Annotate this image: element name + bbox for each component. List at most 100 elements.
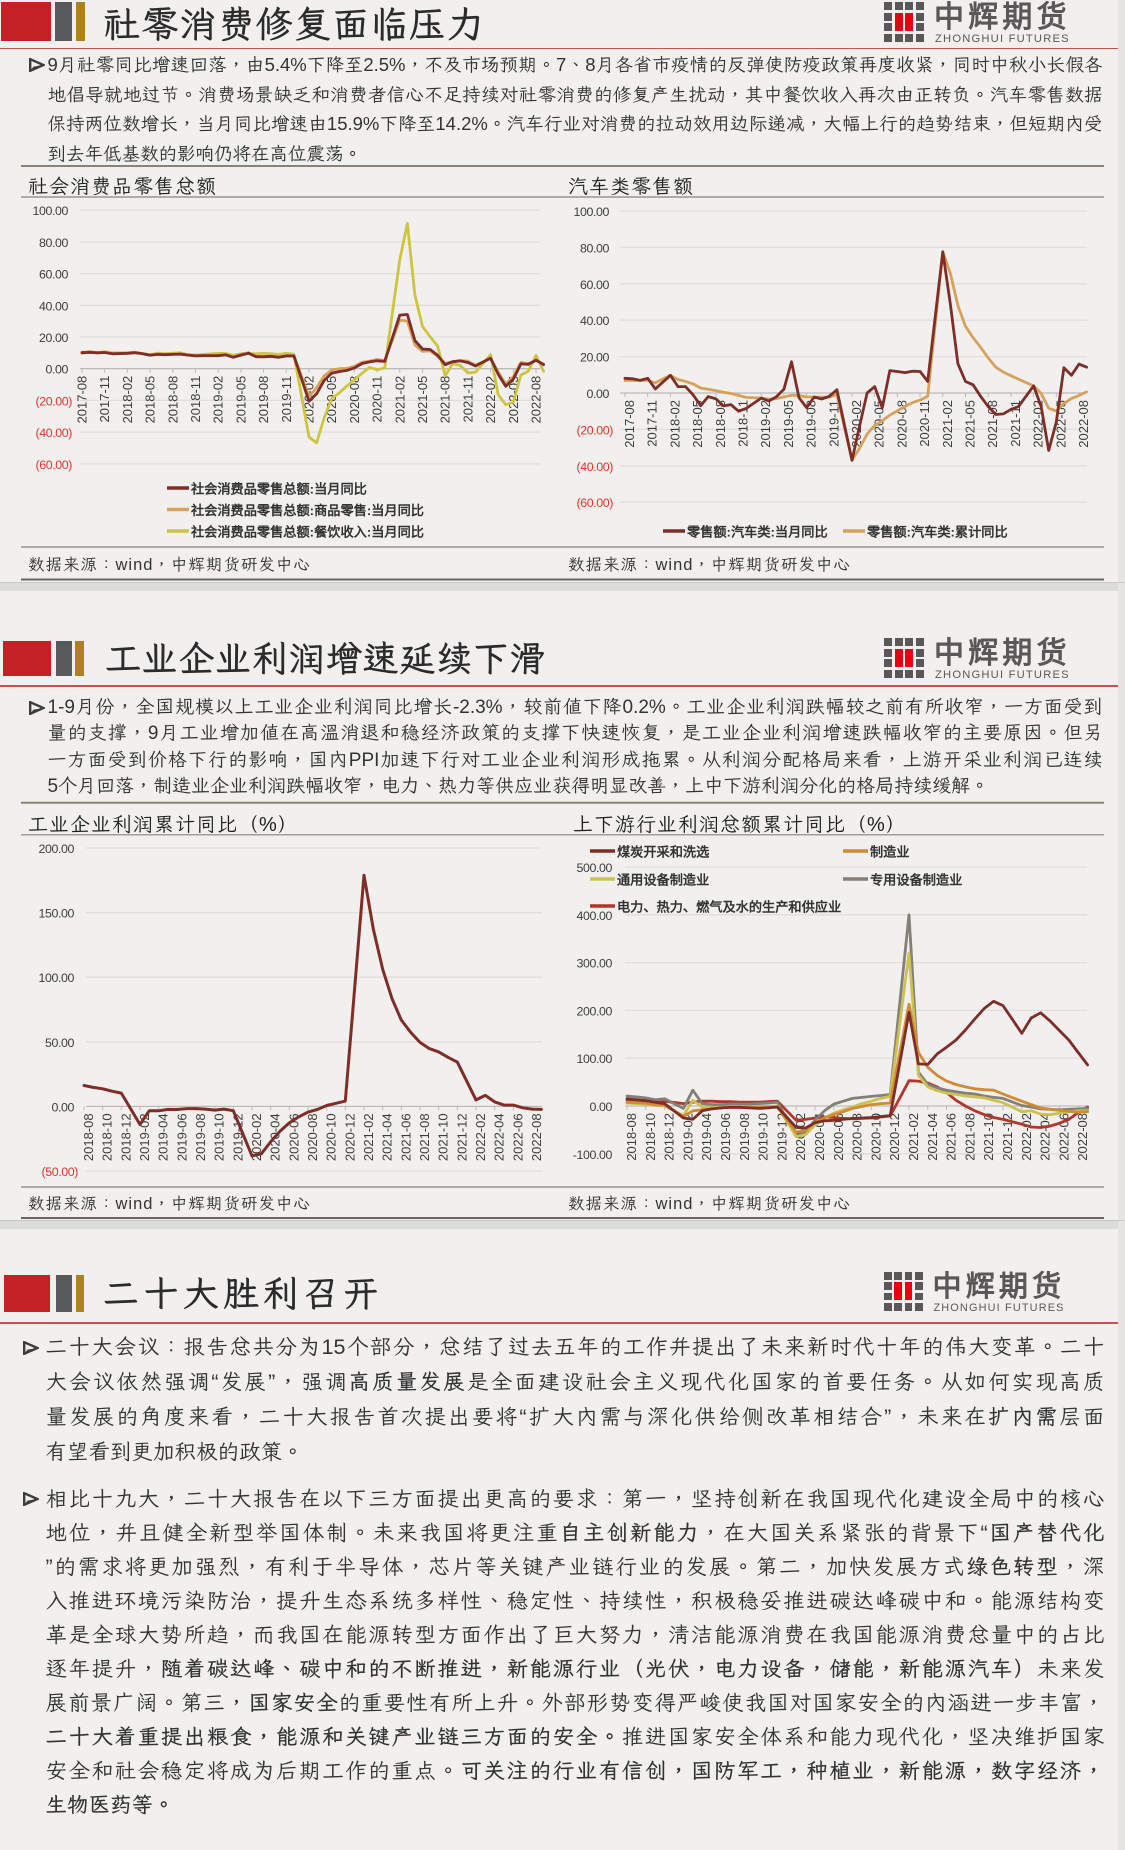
svg-text:200.00: 200.00 <box>577 1004 613 1018</box>
svg-text:60.00: 60.00 <box>580 278 610 292</box>
svg-text:2021-04: 2021-04 <box>380 1113 395 1161</box>
svg-text:2022-04: 2022-04 <box>1038 1113 1053 1161</box>
svg-text:2021-08: 2021-08 <box>962 1113 977 1161</box>
svg-text:2018-10: 2018-10 <box>643 1113 658 1161</box>
svg-text:2021-05: 2021-05 <box>415 376 430 424</box>
svg-text:2021-12: 2021-12 <box>1000 1113 1015 1161</box>
svg-text:2018-11: 2018-11 <box>188 376 203 423</box>
svg-text:2017-11: 2017-11 <box>645 400 660 447</box>
svg-text:0.00: 0.00 <box>586 387 609 401</box>
svg-text:2018-12: 2018-12 <box>662 1113 677 1161</box>
svg-text:2021-08: 2021-08 <box>438 376 453 424</box>
svg-text:2018-12: 2018-12 <box>118 1113 133 1161</box>
svg-text:400.00: 400.00 <box>577 909 613 923</box>
svg-text:80.00: 80.00 <box>39 236 69 250</box>
svg-text:2019-05: 2019-05 <box>233 376 248 424</box>
svg-text:2021-10: 2021-10 <box>981 1113 996 1161</box>
svg-text:2021-08: 2021-08 <box>417 1113 432 1161</box>
svg-text:2022-08: 2022-08 <box>529 1113 544 1161</box>
svg-text:20.00: 20.00 <box>39 331 69 345</box>
svg-text:20.00: 20.00 <box>580 351 610 365</box>
svg-text:2020-11: 2020-11 <box>370 376 385 423</box>
svg-text:2019-12: 2019-12 <box>774 1113 789 1161</box>
svg-text:2020-08: 2020-08 <box>850 1113 865 1161</box>
svg-text:2020-02: 2020-02 <box>849 400 864 448</box>
svg-text:(60.00): (60.00) <box>577 496 614 510</box>
svg-text:100.00: 100.00 <box>39 971 75 985</box>
svg-text:2021-05: 2021-05 <box>963 400 978 448</box>
svg-text:2018-05: 2018-05 <box>143 376 158 424</box>
svg-text:2022-08: 2022-08 <box>1075 1113 1090 1161</box>
svg-text:2021-06: 2021-06 <box>398 1113 413 1161</box>
svg-text:2019-08: 2019-08 <box>804 400 819 448</box>
svg-text:2021-11: 2021-11 <box>1008 400 1023 447</box>
svg-text:2018-10: 2018-10 <box>100 1113 115 1161</box>
svg-text:2019-11: 2019-11 <box>826 400 841 447</box>
svg-text:2022-02: 2022-02 <box>1019 1113 1034 1161</box>
svg-text:2018-02: 2018-02 <box>120 376 135 424</box>
svg-text:2021-08: 2021-08 <box>985 400 1000 448</box>
svg-text:2020-12: 2020-12 <box>342 1113 357 1161</box>
svg-text:2018-08: 2018-08 <box>713 400 728 448</box>
svg-text:2020-06: 2020-06 <box>286 1113 301 1161</box>
svg-text:(40.00): (40.00) <box>577 460 614 474</box>
svg-text:200.00: 200.00 <box>39 842 75 856</box>
svg-text:2018-08: 2018-08 <box>81 1113 96 1161</box>
svg-text:2020-08: 2020-08 <box>305 1113 320 1161</box>
svg-text:0.00: 0.00 <box>45 363 68 377</box>
svg-text:2021-02: 2021-02 <box>940 400 955 448</box>
svg-text:2019-08: 2019-08 <box>193 1113 208 1161</box>
svg-text:2021-02: 2021-02 <box>392 376 407 424</box>
svg-text:社会消费品零售总额:商品零售:当月同比: 社会消费品零售总额:商品零售:当月同比 <box>190 502 424 518</box>
svg-text:2017-11: 2017-11 <box>97 376 112 423</box>
svg-text:2018-05: 2018-05 <box>690 400 705 448</box>
svg-text:2019-05: 2019-05 <box>781 400 796 448</box>
svg-text:(40.00): (40.00) <box>36 426 73 440</box>
svg-text:2018-08: 2018-08 <box>165 376 180 424</box>
svg-text:2017-08: 2017-08 <box>75 376 90 424</box>
svg-text:2022-08: 2022-08 <box>529 376 544 424</box>
svg-text:0.00: 0.00 <box>589 1100 612 1114</box>
svg-text:300.00: 300.00 <box>577 957 613 971</box>
svg-text:2021-02: 2021-02 <box>906 1113 921 1161</box>
svg-text:2019-10: 2019-10 <box>212 1113 227 1161</box>
svg-text:2019-08: 2019-08 <box>256 376 271 424</box>
svg-text:2021-04: 2021-04 <box>925 1113 940 1161</box>
svg-text:通用设备制造业: 通用设备制造业 <box>617 872 709 888</box>
svg-text:2019-02: 2019-02 <box>211 376 226 424</box>
svg-text:社会消费品零售总额:当月同比: 社会消费品零售总额:当月同比 <box>190 481 367 497</box>
svg-text:2019-06: 2019-06 <box>718 1113 733 1161</box>
svg-text:2022-06: 2022-06 <box>510 1113 525 1161</box>
svg-text:2020-06: 2020-06 <box>831 1113 846 1161</box>
svg-text:2022-04: 2022-04 <box>492 1113 507 1161</box>
svg-text:2019-04: 2019-04 <box>699 1113 714 1161</box>
svg-text:2018-08: 2018-08 <box>624 1113 639 1161</box>
svg-text:2019-02: 2019-02 <box>758 400 773 448</box>
svg-text:(20.00): (20.00) <box>577 423 614 437</box>
svg-text:零售额:汽车类:累计同比: 零售额:汽车类:累计同比 <box>866 524 1008 540</box>
svg-text:2020-02: 2020-02 <box>249 1113 264 1161</box>
svg-text:2022-02: 2022-02 <box>473 1113 488 1161</box>
svg-text:100.00: 100.00 <box>574 205 610 219</box>
svg-text:(60.00): (60.00) <box>36 458 73 472</box>
svg-text:50.00: 50.00 <box>45 1036 75 1050</box>
svg-text:100.00: 100.00 <box>577 1052 613 1066</box>
svg-text:2019-06: 2019-06 <box>174 1113 189 1161</box>
svg-text:2019-08: 2019-08 <box>737 1113 752 1161</box>
svg-text:2019-02: 2019-02 <box>680 1113 695 1161</box>
svg-text:0.00: 0.00 <box>51 1100 74 1114</box>
svg-text:2019-11: 2019-11 <box>279 376 294 423</box>
svg-text:煤炭开采和洗选: 煤炭开采和洗选 <box>617 844 710 860</box>
svg-text:制造业: 制造业 <box>870 844 910 860</box>
svg-text:2021-12: 2021-12 <box>454 1113 469 1161</box>
svg-text:2018-02: 2018-02 <box>667 400 682 448</box>
svg-text:2022-08: 2022-08 <box>1076 400 1091 448</box>
svg-text:150.00: 150.00 <box>39 907 75 921</box>
svg-text:2019-10: 2019-10 <box>756 1113 771 1161</box>
svg-text:零售额:汽车类:当月同比: 零售额:汽车类:当月同比 <box>686 524 828 540</box>
svg-text:(20.00): (20.00) <box>36 394 73 408</box>
svg-text:专用设备制造业: 专用设备制造业 <box>870 872 962 888</box>
svg-text:2019-04: 2019-04 <box>156 1113 171 1161</box>
svg-text:40.00: 40.00 <box>580 314 610 328</box>
svg-text:社会消费品零售总额:餐饮收入:当月同比: 社会消费品零售总额:餐饮收入:当月同比 <box>190 524 424 540</box>
